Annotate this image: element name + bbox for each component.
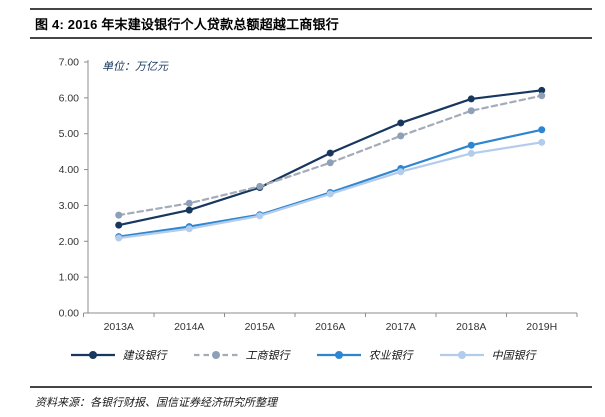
data-point: [185, 199, 193, 207]
data-point: [538, 86, 546, 94]
data-point: [115, 221, 123, 229]
legend-item-2: 农业银行: [316, 347, 413, 363]
y-tick-label: 3.00: [59, 200, 80, 212]
data-point: [397, 168, 405, 176]
legend-label: 中国银行: [491, 350, 536, 362]
y-tick-label: 7.00: [59, 57, 80, 69]
legend-label: 工商银行: [245, 350, 290, 362]
legend-label: 建设银行: [122, 350, 167, 362]
data-point: [397, 119, 405, 127]
data-point: [467, 95, 475, 103]
data-point: [467, 141, 475, 149]
footer-divider: [30, 386, 592, 388]
series-line-2: [117, 128, 543, 238]
data-point: [256, 212, 264, 220]
legend-swatch-icon: [193, 351, 238, 359]
data-point: [538, 92, 546, 100]
y-tick-label: 2.00: [59, 236, 80, 248]
figure-title: 图 4: 2016 年末建设银行个人贷款总额超越工商银行: [35, 17, 339, 32]
legend-swatch-icon: [70, 351, 115, 359]
data-point: [326, 159, 334, 167]
y-tick-label: 1.00: [59, 272, 80, 284]
x-tick-label: 2017A: [386, 321, 416, 333]
data-point: [538, 126, 546, 134]
y-tick-label: 5.00: [59, 128, 80, 140]
chart-legend: 建设银行 工商银行 农业银行 中国银行: [0, 347, 605, 363]
data-point: [326, 149, 334, 157]
data-point: [326, 190, 334, 198]
top-divider: [30, 8, 592, 10]
legend-item-3: 中国银行: [439, 347, 536, 363]
y-tick-label: 6.00: [59, 92, 80, 104]
y-tick-label: 0.00: [59, 308, 80, 320]
title-divider: [30, 37, 592, 39]
data-point: [115, 234, 123, 242]
data-point: [397, 132, 405, 140]
data-point: [467, 107, 475, 115]
unit-label: 单位：万亿元: [102, 61, 168, 73]
x-tick-label: 2019H: [526, 321, 557, 333]
legend-item-0: 建设银行: [70, 347, 167, 363]
series-line-0: [117, 89, 543, 227]
legend-swatch-icon: [439, 351, 484, 359]
data-point: [256, 182, 264, 190]
data-point: [467, 149, 475, 157]
data-point: [538, 138, 546, 146]
x-tick-label: 2018A: [456, 321, 486, 333]
x-tick-label: 2016A: [315, 321, 345, 333]
legend-label: 农业银行: [368, 350, 413, 362]
source-note: 资料来源：各银行财报、国信证券经济研究所整理: [35, 397, 277, 409]
data-point: [115, 211, 123, 219]
y-tick-label: 4.00: [59, 164, 80, 176]
data-point: [185, 225, 193, 233]
legend-swatch-icon: [316, 351, 361, 359]
legend-item-1: 工商银行: [193, 347, 290, 363]
data-point: [185, 206, 193, 214]
x-tick-label: 2015A: [245, 321, 275, 333]
x-tick-label: 2013A: [104, 321, 134, 333]
x-tick-label: 2014A: [174, 321, 204, 333]
